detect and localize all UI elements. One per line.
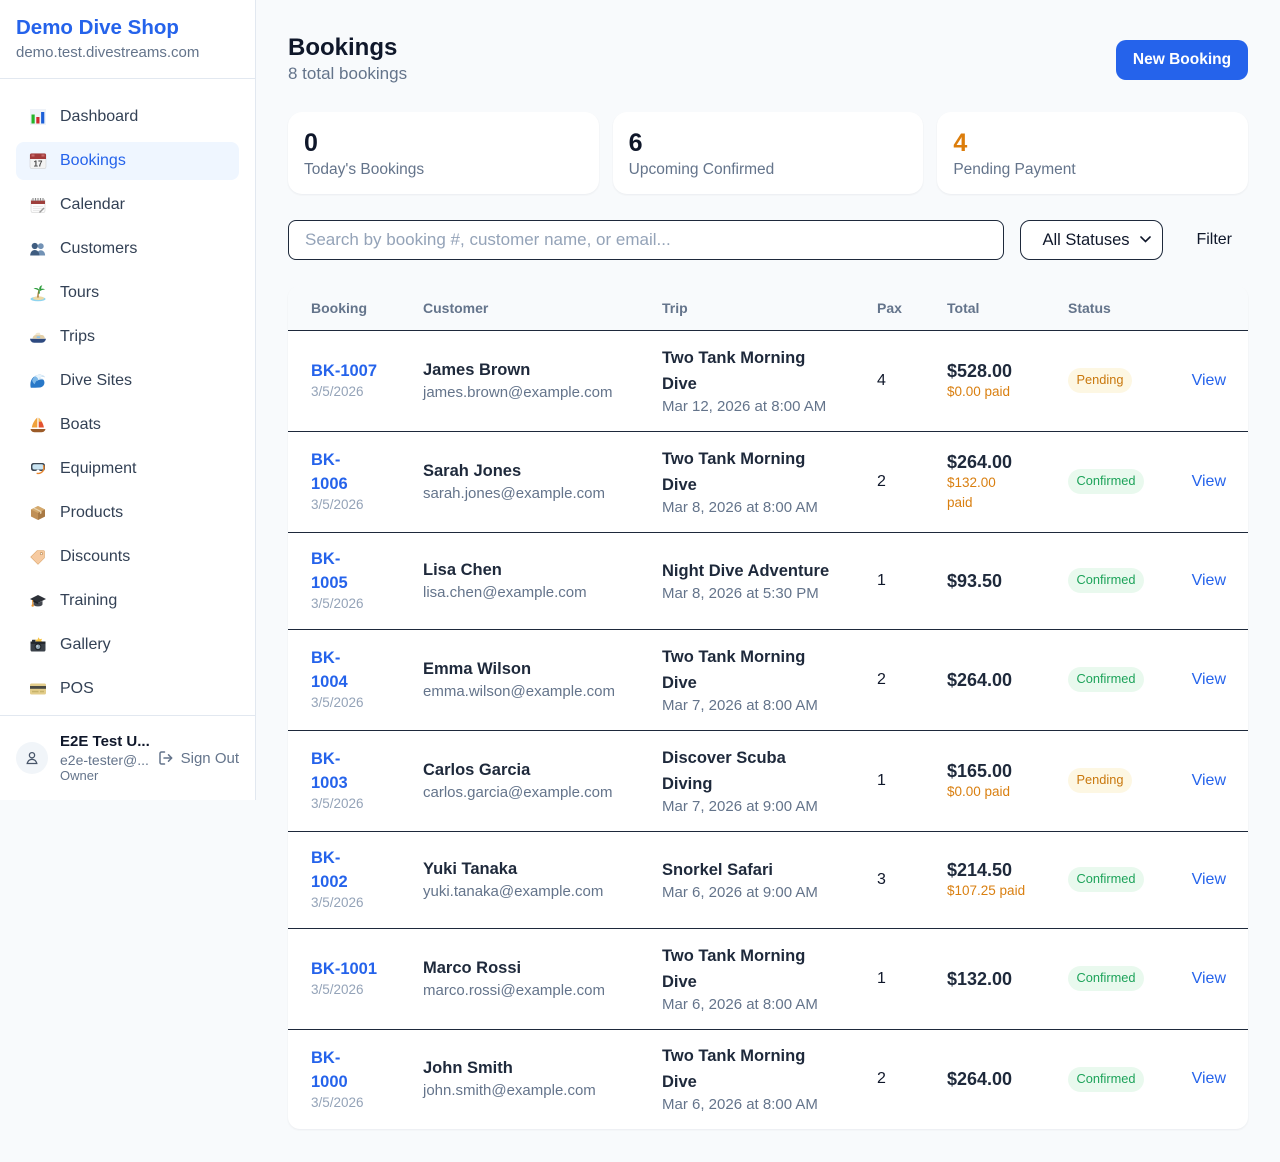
- svg-text:17: 17: [34, 160, 43, 169]
